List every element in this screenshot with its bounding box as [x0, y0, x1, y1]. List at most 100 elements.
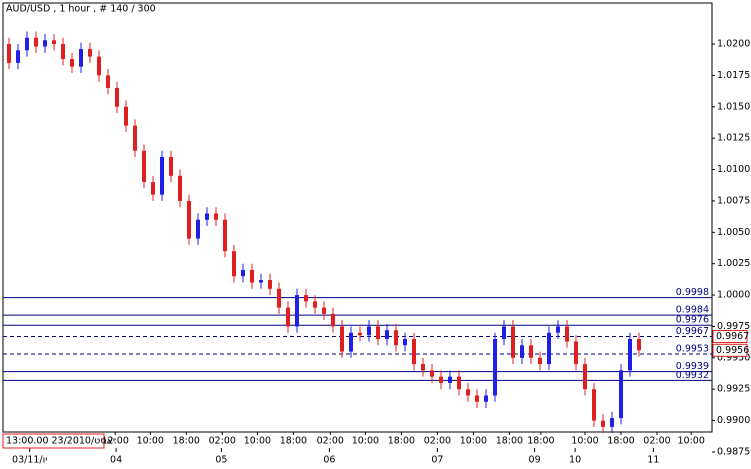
date-tick-label: 10: [569, 455, 581, 466]
candle-body: [43, 40, 47, 47]
plot-frame: [2, 2, 713, 433]
x-tick-label: 10:00: [571, 436, 598, 447]
candle-body: [511, 326, 515, 358]
chart-title: AUD/USD , 1 hour , # 140 / 300: [6, 4, 156, 15]
y-tick-label: 1.0025: [717, 258, 750, 269]
candle-body: [583, 364, 587, 390]
candle-body: [466, 389, 470, 396]
candle-body: [367, 326, 371, 336]
y-tick-label: 1.0075: [717, 195, 750, 206]
candle-body: [457, 376, 461, 390]
candle-body: [304, 295, 308, 302]
candle-body: [610, 418, 614, 427]
date-tick-label: 06: [323, 455, 335, 466]
candle-body: [124, 106, 128, 126]
candle-body: [313, 301, 317, 308]
y-tick-label: 1.0175: [717, 70, 750, 81]
level-label: 0.9998: [676, 287, 709, 298]
candle-body: [79, 49, 83, 67]
candle-body: [196, 219, 200, 239]
x-tick-label: 18:00: [173, 436, 200, 447]
x-tick-label: 10:00: [352, 436, 379, 447]
candle-body: [574, 341, 578, 365]
y-tick-label: 0.9925: [717, 384, 750, 395]
candle-body: [628, 338, 632, 371]
y-tick-label: 1.0050: [717, 227, 750, 238]
candle-body: [619, 370, 623, 419]
y-tick-label: 0.9875: [717, 446, 750, 457]
candle-body: [331, 313, 335, 327]
candle-body: [637, 338, 641, 351]
candle-body: [259, 280, 263, 283]
candle-body: [475, 395, 479, 402]
candle-body: [160, 157, 164, 195]
level-label: 0.9939: [676, 361, 709, 372]
level-label: 0.9932: [676, 370, 709, 381]
x-tick-label: 10:00: [460, 436, 487, 447]
x-tick-label: 10:00: [137, 436, 164, 447]
candle-body: [25, 37, 29, 51]
candle-body: [403, 338, 407, 346]
candle-body: [376, 326, 380, 339]
candle-body: [52, 40, 56, 45]
x-tick-label: 18:00: [607, 436, 634, 447]
y-tick-label: 1.0000: [717, 290, 750, 301]
candle-body: [250, 269, 254, 283]
date-tick-label: 09: [529, 455, 541, 466]
candle-body: [358, 332, 362, 336]
x-tick-label: 10:00: [678, 436, 705, 447]
date-tick-label: 05: [215, 455, 227, 466]
candle-body: [205, 213, 209, 220]
x-tick-label: 02:00: [317, 436, 344, 447]
x-tick-label: 02:00: [424, 436, 451, 447]
candle-body: [547, 332, 551, 365]
candle-body: [142, 150, 146, 183]
candle-body: [241, 269, 245, 277]
candle-body: [133, 125, 137, 151]
level-label: 0.9967: [676, 326, 709, 337]
candle-body: [115, 87, 119, 107]
candle-body: [592, 389, 596, 421]
candle-body: [394, 330, 398, 346]
candle-body: [70, 59, 74, 67]
y-tick-label: 0.9975: [717, 321, 750, 332]
candle-body: [340, 326, 344, 352]
candle-body: [430, 370, 434, 377]
y-tick-label: 1.0100: [717, 164, 750, 175]
candle-body: [349, 332, 353, 352]
candle-body: [214, 213, 218, 220]
candle-body: [421, 364, 425, 371]
y-tick-label: 0.9950: [717, 352, 750, 363]
level-label: 0.9984: [676, 305, 709, 316]
y-tick-label: 1.0200: [717, 39, 750, 50]
candle-body: [7, 44, 11, 63]
price-marker-box: [712, 329, 748, 343]
candle-body: [484, 395, 488, 402]
candle-body: [232, 251, 236, 277]
crosshair-label: 13:00.00 23/2010/יאסט: [6, 436, 115, 447]
candle-body: [412, 338, 416, 365]
candle-body: [169, 157, 173, 176]
x-tick-label: 02:00: [209, 436, 236, 447]
candle-body: [286, 307, 290, 327]
y-tick-label: 1.0125: [717, 133, 750, 144]
candle-body: [520, 345, 524, 358]
candle-body: [601, 420, 605, 427]
candle-body: [61, 44, 65, 60]
price-marker-label: 0.9956: [716, 345, 749, 356]
x-tick-label: 18:00: [388, 436, 415, 447]
date-tick-label: 11: [647, 455, 659, 466]
x-tick-label: 18:00: [280, 436, 307, 447]
candle-body: [448, 376, 452, 383]
x-tick-label: 02:00: [643, 436, 670, 447]
candle-body: [565, 326, 569, 342]
x-tick-label: 10:00: [244, 436, 271, 447]
level-label: 0.9976: [676, 315, 709, 326]
candle-body: [178, 175, 182, 201]
date-tick-label: 04: [110, 455, 122, 466]
candle-body: [97, 56, 101, 76]
candle-body: [556, 326, 560, 333]
candle-body: [277, 288, 281, 308]
candle-body: [268, 280, 272, 289]
